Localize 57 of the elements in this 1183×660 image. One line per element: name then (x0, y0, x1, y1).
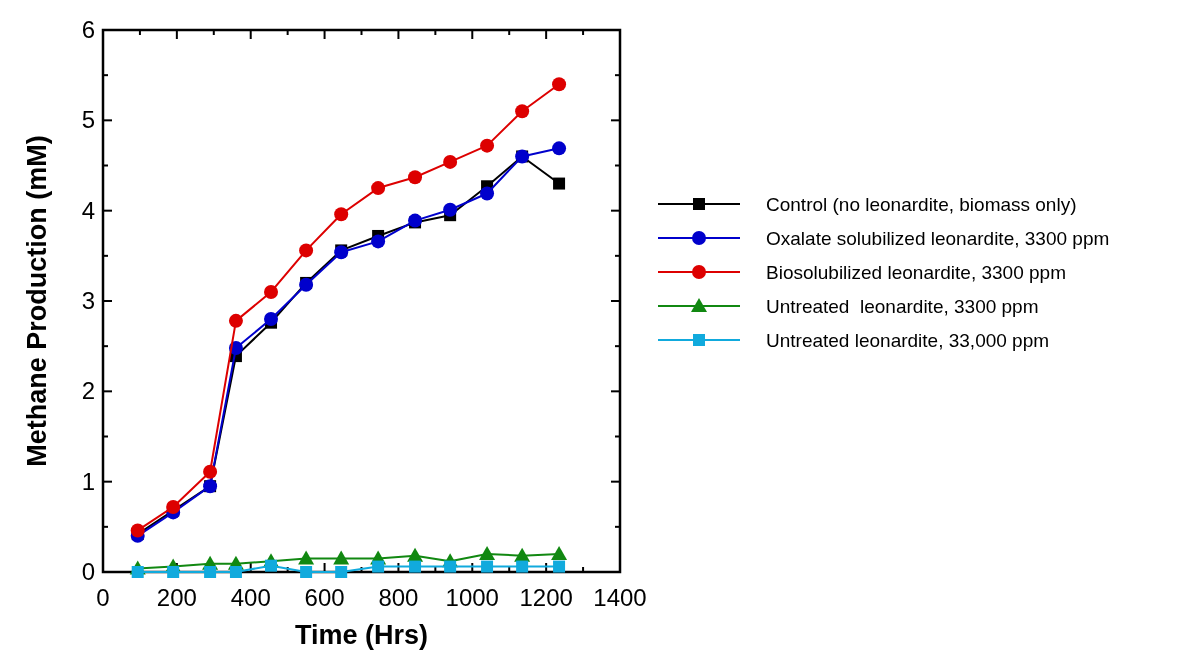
point (264, 312, 279, 327)
y-tick-label: 3 (81, 287, 95, 314)
point (333, 550, 350, 565)
point (299, 243, 314, 258)
legend-label: Oxalate solubilized leonardite, 3300 ppm (766, 228, 1110, 249)
point (371, 181, 386, 196)
y-tick-label: 1 (81, 467, 95, 495)
legend-label: Untreated leonardite, 33,000 ppm (766, 330, 1050, 351)
point (131, 566, 144, 578)
y-axis-title: Methane Production (mM) (22, 135, 52, 467)
point (553, 177, 566, 190)
point (300, 566, 313, 578)
point (335, 566, 348, 578)
y-tick-label: 4 (81, 196, 95, 224)
legend-label: Control (no leonardite, biomass only) (766, 194, 1077, 215)
point (552, 77, 567, 92)
legend-label: Biosolubilized leonardite, 3300 ppm (766, 262, 1066, 283)
point (515, 104, 530, 119)
point (166, 499, 181, 514)
x-tick-label: 200 (156, 584, 197, 611)
point (444, 560, 457, 573)
y-tick-label: 5 (81, 106, 95, 134)
point (130, 523, 145, 538)
point (167, 566, 180, 578)
point (408, 170, 423, 185)
point (480, 186, 495, 201)
x-tick-label: 400 (230, 584, 271, 611)
point (443, 202, 458, 217)
x-tick-label: 1200 (519, 584, 573, 611)
point (481, 560, 494, 573)
point (229, 566, 242, 578)
x-tick-label: 600 (304, 584, 345, 611)
legend-label: Untreated leonardite, 3300 ppm (766, 296, 1039, 317)
point (479, 545, 496, 560)
point (372, 560, 385, 573)
y-tick-label: 2 (81, 377, 95, 405)
y-tick-label: 6 (81, 16, 95, 43)
point (551, 545, 568, 560)
point (334, 207, 349, 222)
y-tick-label: 0 (81, 558, 95, 585)
point (204, 566, 217, 578)
point (264, 284, 279, 299)
point (480, 138, 495, 153)
point (443, 154, 458, 169)
point (409, 560, 422, 573)
point (553, 560, 566, 573)
point (552, 141, 567, 156)
point (298, 550, 315, 565)
point (203, 464, 218, 479)
x-tick-label: 1400 (593, 584, 647, 611)
point (371, 234, 386, 249)
x-axis-title: Time (Hrs) (294, 620, 429, 650)
x-tick-label: 800 (378, 584, 419, 611)
point (265, 559, 278, 572)
point (516, 560, 529, 573)
x-tick-label: 1000 (445, 584, 499, 611)
point (228, 313, 243, 328)
